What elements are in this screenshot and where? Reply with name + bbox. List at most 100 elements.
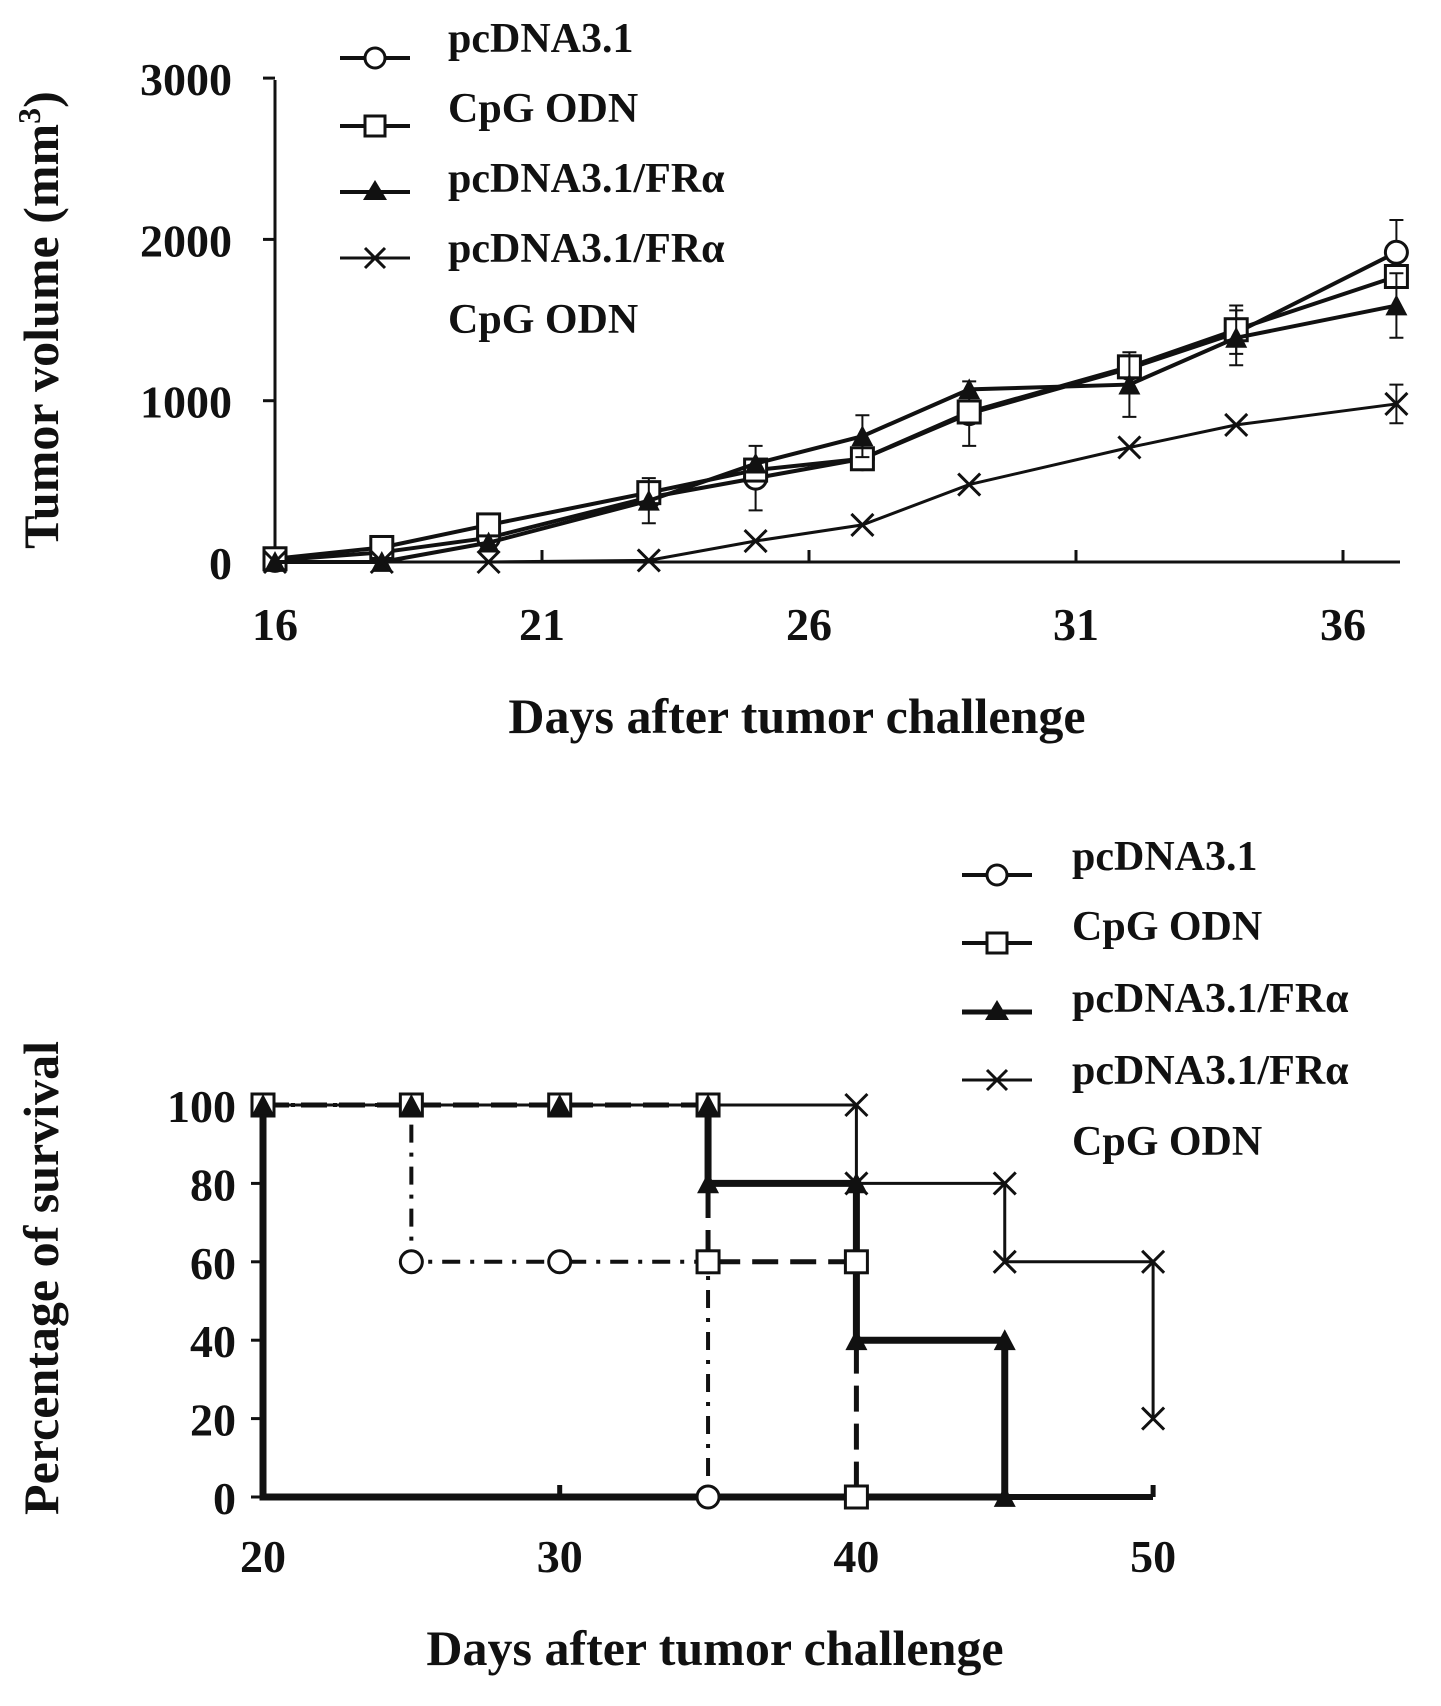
legend-x-marker [985, 1068, 1009, 1092]
y-ticks: 0 20 40 60 80 100 [167, 1081, 263, 1524]
legend-label: pcDNA3.1/FRα [1072, 976, 1349, 1022]
legend-entry: pcDNA3.1/FRα CpG ODN [962, 1048, 1349, 1165]
y-tick-label: 40 [190, 1316, 236, 1367]
legend-entry: pcDNA3.1 [340, 16, 634, 70]
data-point-x [850, 512, 875, 537]
series-layer [250, 1092, 1166, 1510]
data-point-x [1117, 435, 1142, 460]
legend-circle-marker [985, 863, 1009, 887]
y-tick-label: 80 [190, 1159, 236, 1210]
data-point-x [957, 472, 982, 497]
data-point-x [636, 548, 661, 573]
y-tick-label: 0 [209, 538, 232, 589]
data-point-x [1224, 412, 1249, 437]
data-point-triangle [400, 1094, 423, 1115]
series-square-open [263, 1102, 859, 1497]
data-point-circle [1383, 239, 1409, 265]
legend-label: pcDNA3.1 [1072, 834, 1258, 880]
legend-label: pcDNA3.1 [448, 16, 634, 62]
tumor-volume-chart: 0 1000 2000 3000 16 21 26 31 36 Days after tumo… [11, 16, 1409, 744]
x-tick-label: 26 [786, 599, 832, 650]
data-point-triangle [993, 1329, 1016, 1351]
y-axis-title-superscript: 3 [11, 108, 47, 124]
y-tick-label: 2000 [140, 215, 232, 266]
data-point-triangle [1385, 294, 1408, 316]
legend-label: pcDNA3.1/FRα [448, 226, 725, 272]
data-point-circle [398, 1249, 424, 1275]
y-tick-label: 0 [213, 1473, 236, 1524]
data-point-x [1141, 1406, 1166, 1431]
legend-label: CpG ODN [448, 86, 638, 132]
series-line [274, 250, 1398, 563]
series-circle-open [262, 219, 1409, 573]
data-point-square [956, 399, 982, 425]
data-point-triangle [845, 1329, 868, 1351]
data-point-x [1384, 391, 1409, 416]
data-point-square [843, 1249, 869, 1275]
legend-square-marker [985, 931, 1009, 955]
data-point-triangle [697, 1172, 720, 1194]
data-point-x [262, 549, 288, 575]
data-point-triangle [697, 1094, 720, 1115]
y-axis-title: Tumor volume (mm3) [11, 91, 69, 549]
legend-entry: pcDNA3.1/FRα CpG ODN [340, 226, 725, 343]
survival-step-line [263, 1103, 711, 1497]
data-point-triangle [637, 489, 660, 511]
data-point-triangle [477, 531, 500, 553]
legend-label: pcDNA3.1/FRα [1072, 1048, 1349, 1094]
x-tick-label: 20 [240, 1531, 286, 1582]
data-point-square [843, 1484, 869, 1510]
data-point-triangle [851, 425, 874, 447]
data-point-x [369, 549, 394, 575]
data-point-triangle [845, 1172, 868, 1194]
x-ticks: 20 30 40 50 [240, 1485, 1176, 1582]
markers-square-open [250, 1092, 869, 1510]
data-point-triangle [1118, 373, 1141, 395]
legend: pcDNA3.1 CpG ODN pcDNA3.1/FRα pcDNA3.1/F… [962, 834, 1349, 1165]
x-axis-title: Days after tumor challenge [508, 688, 1085, 744]
markers-circle-open [250, 1092, 721, 1510]
data-point-x [844, 1092, 869, 1118]
data-point-x [743, 528, 768, 554]
y-ticks: 0 1000 2000 3000 [140, 54, 275, 589]
survival-step-line [259, 1105, 1005, 1501]
series-layer [262, 219, 1409, 575]
data-point-x [1141, 1249, 1166, 1274]
data-point-square [695, 1249, 721, 1275]
series-triangle-filled [264, 272, 1408, 572]
legend-entry: CpG ODN [340, 86, 638, 138]
data-point-triangle [548, 1094, 571, 1115]
x-tick-label: 50 [1130, 1531, 1176, 1582]
x-tick-label: 31 [1053, 599, 1099, 650]
y-axis-title: Percentage of survival [13, 1041, 69, 1515]
x-ticks: 16 21 26 31 36 [252, 550, 1366, 650]
y-tick-label: 60 [190, 1238, 236, 1289]
legend: pcDNA3.1 CpG ODN pcDNA3.1/FRα pcDNA3.1/F… [340, 16, 725, 343]
survival-step-line [263, 1102, 859, 1497]
data-point-x [992, 1171, 1017, 1196]
y-tick-label: 100 [167, 1081, 236, 1132]
data-point-x [476, 549, 501, 575]
data-point-triangle [1225, 326, 1248, 348]
data-point-triangle [958, 378, 981, 400]
y-tick-label: 3000 [140, 54, 232, 105]
legend-square-marker [363, 114, 387, 138]
legend-entry: pcDNA3.1/FRα [962, 976, 1349, 1022]
series-line [275, 303, 1397, 564]
data-point-x [992, 1249, 1017, 1274]
legend-circle-marker [363, 46, 387, 70]
data-point-triangle [744, 452, 767, 474]
legend-triangle-marker [363, 180, 387, 200]
legend-triangle-marker [985, 1000, 1009, 1020]
data-point-circle [695, 1484, 721, 1510]
x-tick-label: 21 [519, 599, 565, 650]
x-tick-label: 16 [252, 599, 298, 650]
legend-label-line2: CpG ODN [448, 297, 638, 343]
series-circle-open [263, 1103, 711, 1497]
x-tick-label: 36 [1320, 599, 1366, 650]
legend-entry: pcDNA3.1 [962, 834, 1258, 887]
y-tick-label: 1000 [140, 377, 232, 428]
x-tick-label: 30 [537, 1531, 583, 1582]
